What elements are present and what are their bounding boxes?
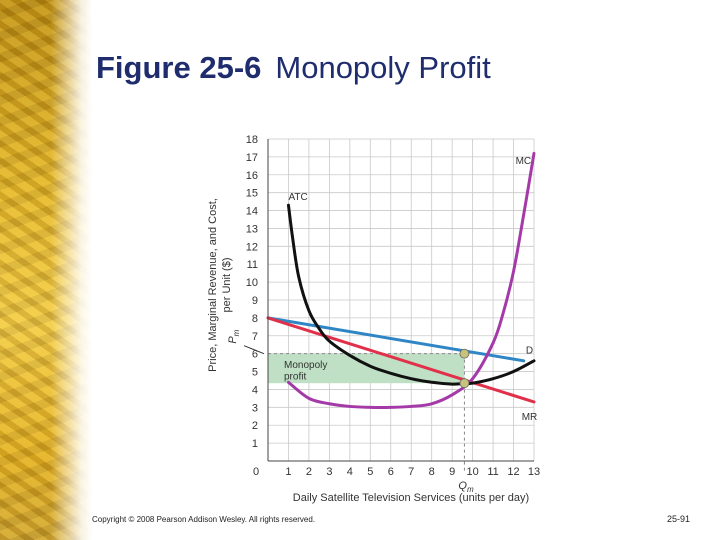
y-tick-label: 13 <box>246 223 258 235</box>
y-tick-label: 10 <box>246 277 258 289</box>
x-tick-label: 9 <box>449 466 455 478</box>
copyright-notice: Copyright © 2008 Pearson Addison Wesley.… <box>92 515 316 524</box>
figure-number: Figure 25-6 <box>96 50 262 85</box>
slide-title: Figure 25-6 Monopoly Profit <box>96 50 491 86</box>
curve-label-atc: ATC <box>288 192 307 203</box>
y-tick-label: 6 <box>252 349 258 361</box>
y-tick-label: 1 <box>252 438 258 450</box>
atc-curve <box>286 203 536 386</box>
y-axis-title-line1: Price, Marginal Revenue, and Cost, <box>207 198 219 372</box>
atc-point <box>459 378 470 389</box>
x-tick-label: 6 <box>388 466 394 478</box>
y-tick-label: 16 <box>246 170 258 182</box>
x-tick-label: 13 <box>528 466 540 478</box>
x-tick-label: 10 <box>466 466 478 478</box>
x-tick-label: 12 <box>507 466 519 478</box>
y-tick-label: 17 <box>246 152 258 164</box>
y-tick-label: 8 <box>252 313 258 325</box>
quantity-label: Qm <box>458 480 474 494</box>
x-tick-label: 4 <box>347 466 353 478</box>
y-tick-label: 3 <box>252 402 258 414</box>
x-tick-label: 7 <box>408 466 414 478</box>
mr-curve <box>266 316 536 404</box>
curve-label-mc: MC <box>516 156 532 167</box>
y-tick-label: 2 <box>252 420 258 432</box>
y-tick-label: 11 <box>247 259 258 271</box>
decorative-side-band <box>0 0 92 540</box>
y-tick-label: 4 <box>252 384 258 396</box>
x-axis-title: Daily Satellite Television Services (uni… <box>293 492 529 504</box>
y-axis-title-line2: per Unit ($) <box>221 257 233 312</box>
x-tick-label: 1 <box>285 466 291 478</box>
monopoly-profit-label-line1: Monopoly <box>284 360 327 371</box>
x-tick-label: 2 <box>306 466 312 478</box>
y-tick-label: 7 <box>252 331 258 343</box>
figure-title: Monopoly Profit <box>275 50 491 85</box>
curve-label-mr: MR <box>522 412 538 423</box>
page-number: 25-91 <box>666 514 690 524</box>
y-tick-label: 5 <box>252 367 258 379</box>
d-curve <box>266 316 526 363</box>
x-tick-label: 5 <box>367 466 373 478</box>
y-tick-label: 14 <box>246 206 258 218</box>
price-label: Pm <box>227 329 241 343</box>
curve-label-d: D <box>526 346 533 357</box>
y-tick-label: 15 <box>246 188 258 200</box>
x-tick-label: 11 <box>487 466 498 478</box>
price-point <box>459 348 470 359</box>
mc-curve <box>286 151 536 409</box>
monopoly-profit-label-line2: profit <box>284 372 306 383</box>
price-arrow <box>243 345 265 355</box>
x-tick-label: 0 <box>253 466 259 478</box>
y-tick-label: 9 <box>252 295 258 307</box>
y-tick-label: 12 <box>246 241 258 253</box>
x-tick-label: 8 <box>429 466 435 478</box>
x-tick-label: 3 <box>326 466 332 478</box>
y-tick-label: 18 <box>246 134 258 146</box>
